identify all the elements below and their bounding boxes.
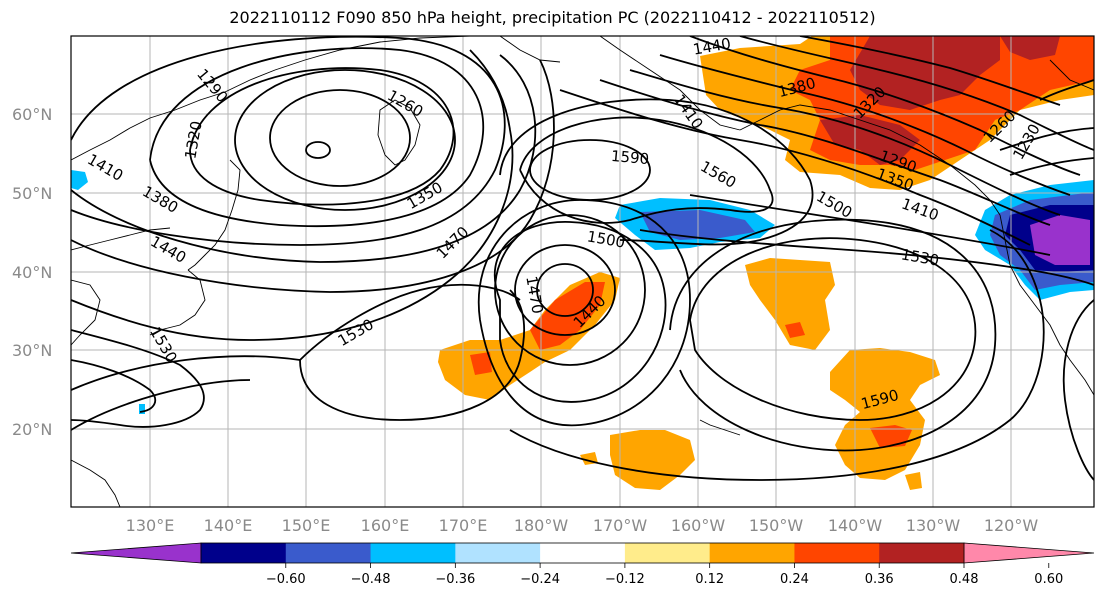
colorbar: −0.60 −0.48 −0.36 −0.24 −0.12 0.12 0.24 0.36 0.4…	[70, 542, 1095, 587]
lat-label-30: 30°N	[12, 341, 52, 360]
colorbar-tick-label: −0.12	[605, 572, 645, 587]
contour-label: 1590	[610, 147, 650, 168]
colorbar-tick-label: −0.60	[266, 572, 306, 587]
lon-label-140e: 140°E	[204, 516, 253, 535]
lon-label-160e: 160°E	[361, 516, 410, 535]
colorbar-segment	[709, 543, 795, 563]
plot-border	[70, 35, 1095, 508]
height-contours	[71, 36, 1094, 481]
lat-label-50: 50°N	[12, 184, 52, 203]
lon-label-170w: 170°W	[593, 516, 648, 535]
colorbar-tick-label: −0.36	[435, 572, 475, 587]
longitude-labels: 130°E 140°E 150°E 160°E 170°E 180°W 170°…	[126, 516, 1039, 535]
lon-label-160w: 160°W	[671, 516, 726, 535]
colorbar-segment	[624, 543, 711, 563]
colorbar-tick-label: 0.36	[865, 572, 894, 587]
colorbar-segment	[285, 543, 372, 563]
map-title: 2022110112 F090 850 hPa height, precipit…	[229, 8, 876, 27]
lat-label-60: 60°N	[12, 105, 52, 124]
colorbar-extend-max	[963, 542, 1095, 564]
colorbar-segment	[540, 543, 626, 563]
colorbar-extend-min	[70, 542, 202, 564]
lon-label-150e: 150°E	[282, 516, 331, 535]
lon-label-130e: 130°E	[126, 516, 175, 535]
gridlines	[71, 36, 1094, 507]
colorbar-segment	[879, 543, 965, 563]
lon-label-150w: 150°W	[749, 516, 804, 535]
colorbar-tick-label: −0.24	[520, 572, 560, 587]
colorbar-segment	[201, 543, 287, 563]
colorbar-tick-label: 0.12	[695, 572, 724, 587]
lon-label-140w: 140°W	[828, 516, 883, 535]
colorbar-segment	[370, 543, 456, 563]
lat-label-40: 40°N	[12, 263, 52, 282]
lon-label-120w: 120°W	[984, 516, 1039, 535]
lon-label-180w: 180°W	[514, 516, 569, 535]
lon-label-170e: 170°E	[439, 516, 488, 535]
colorbar-outline	[200, 542, 965, 564]
lon-label-130w: 130°W	[906, 516, 961, 535]
colorbar-tick-label: 0.24	[780, 572, 809, 587]
colorbar-tick-label: 0.48	[950, 572, 979, 587]
colorbar-segment	[794, 543, 880, 563]
lat-label-20: 20°N	[12, 420, 52, 439]
colorbar-tick-label: −0.48	[351, 572, 391, 587]
colorbar-segment	[455, 543, 541, 563]
colorbar-tick-label: 0.60	[1034, 572, 1063, 587]
latitude-labels: 60°N 50°N 40°N 30°N 20°N	[12, 105, 52, 439]
